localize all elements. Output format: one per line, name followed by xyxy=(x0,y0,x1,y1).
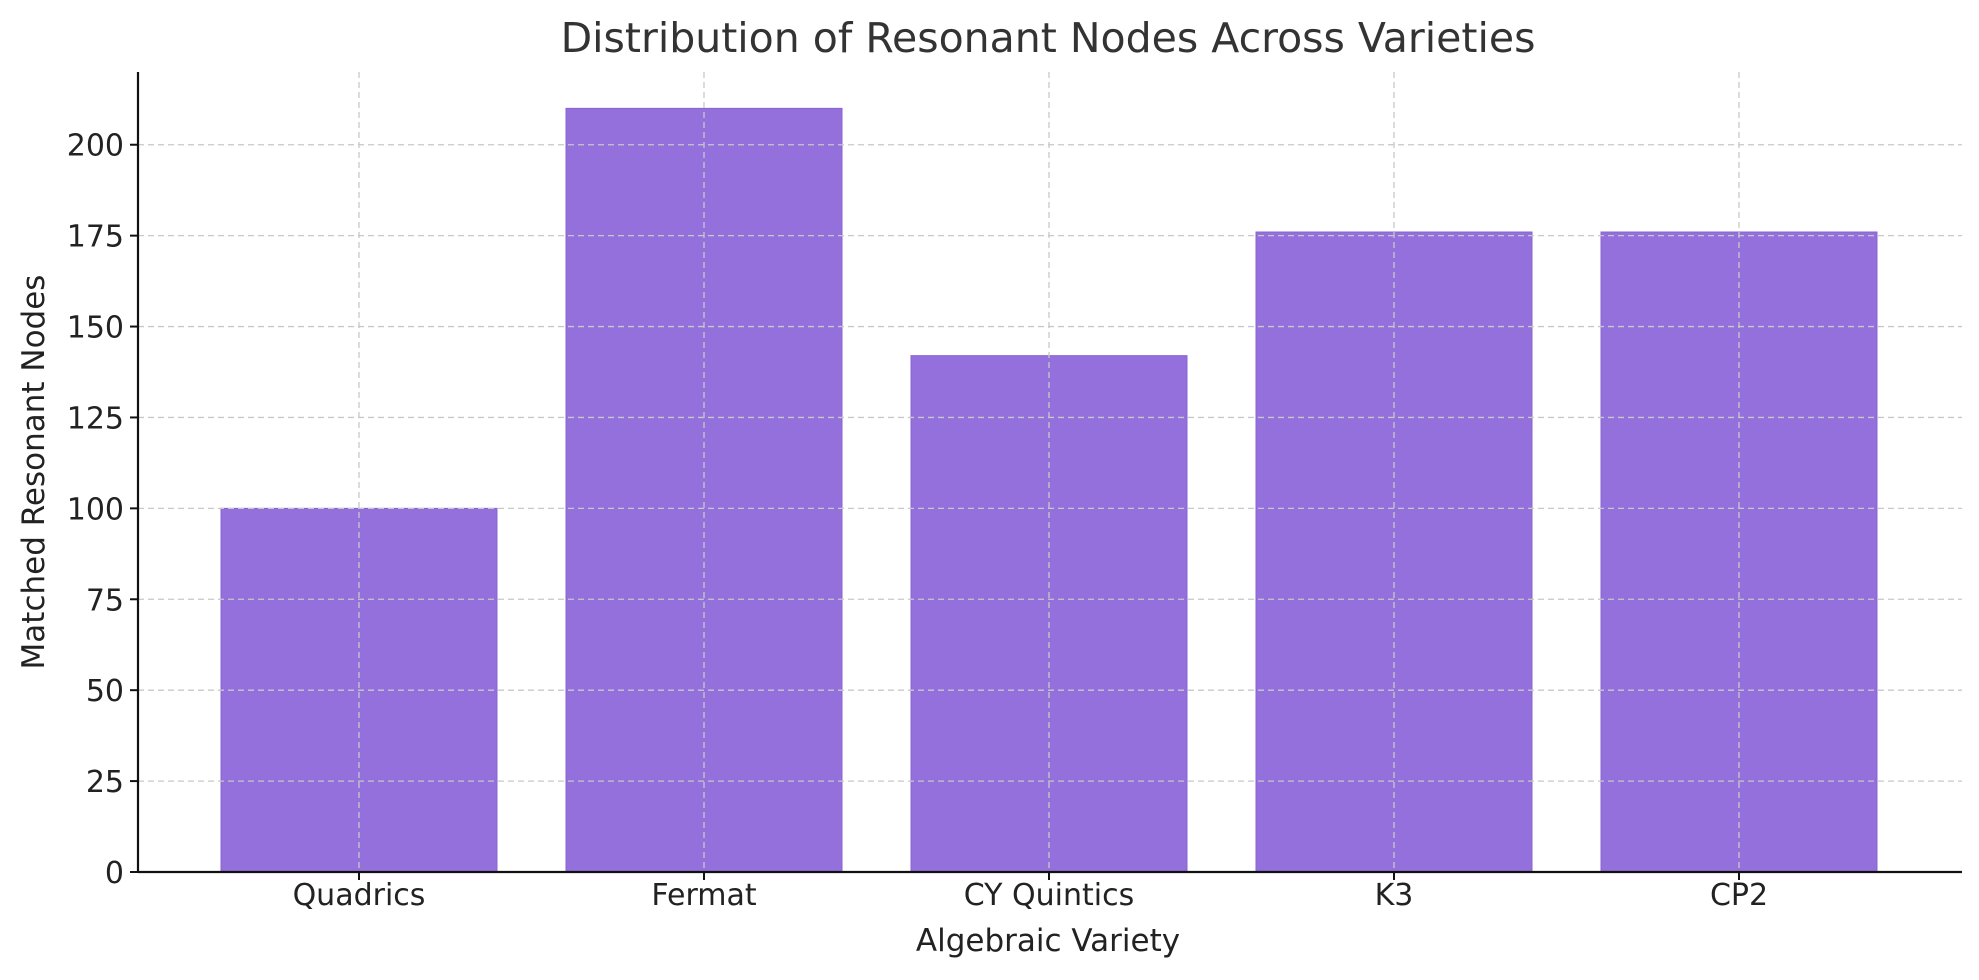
y-axis-label: Matched Resonant Nodes xyxy=(16,275,52,670)
y-tick-label: 150 xyxy=(67,311,124,346)
x-tick-label: K3 xyxy=(1375,878,1414,913)
y-tick-label: 50 xyxy=(86,674,124,709)
y-tick-label: 100 xyxy=(67,492,124,527)
x-tick-label: CY Quintics xyxy=(964,878,1134,913)
y-tick-label: 175 xyxy=(67,220,124,255)
y-tick-label: 25 xyxy=(86,765,124,800)
x-ticks: Quadrics Fermat CY Quintics K3 CP2 xyxy=(293,872,1768,913)
y-tick-label: 0 xyxy=(105,856,124,891)
x-tick-label: Quadrics xyxy=(293,878,426,913)
chart-title: Distribution of Resonant Nodes Across Va… xyxy=(561,14,1536,62)
grid xyxy=(138,72,1962,872)
y-tick-label: 125 xyxy=(67,401,124,436)
x-tick-label: CP2 xyxy=(1710,878,1768,913)
x-axis-label: Algebraic Variety xyxy=(916,923,1180,959)
y-ticks: 0 25 50 75 100 125 150 175 200 xyxy=(67,129,138,891)
y-tick-label: 200 xyxy=(67,129,124,164)
y-tick-label: 75 xyxy=(86,583,124,618)
x-tick-label: Fermat xyxy=(651,878,756,913)
